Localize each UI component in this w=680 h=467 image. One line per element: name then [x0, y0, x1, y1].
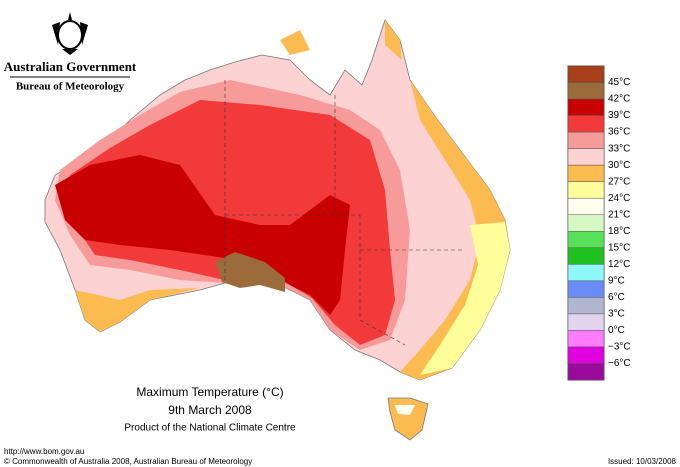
- coat-of-arms: [52, 12, 88, 55]
- legend-swatch: [567, 181, 605, 199]
- legend-swatch: [567, 214, 605, 232]
- footer-url: http://www.bom.gov.au: [4, 447, 84, 456]
- legend-label: 45°C: [608, 77, 630, 88]
- legend-swatch: [567, 330, 605, 348]
- legend-swatch: [567, 98, 605, 116]
- legend-swatch: [567, 346, 605, 364]
- agency-name: Bureau of Meteorology: [16, 81, 125, 93]
- legend-swatch: [567, 297, 605, 315]
- legend-label: 27°C: [608, 176, 630, 187]
- legend-label: 3°C: [608, 309, 625, 320]
- map-title: Maximum Temperature (°C): [136, 385, 283, 399]
- legend-swatch: [567, 131, 605, 149]
- legend-label: 33°C: [608, 143, 630, 154]
- legend-swatch: [567, 148, 605, 166]
- map-subtitle: Product of the National Climate Centre: [124, 423, 296, 434]
- legend-label: 21°C: [608, 209, 630, 220]
- legend-label: 9°C: [608, 275, 625, 286]
- legend-swatch: [567, 164, 605, 182]
- map-date: 9th March 2008: [168, 403, 252, 417]
- legend-swatch: [567, 231, 605, 249]
- legend-label: 18°C: [608, 226, 630, 237]
- legend-swatch: [567, 65, 605, 83]
- legend-swatch: [567, 115, 605, 133]
- legend-swatch: [567, 264, 605, 282]
- legend-label: 24°C: [608, 193, 630, 204]
- footer-copyright: © Commonwealth of Australia 2008, Austra…: [4, 457, 252, 466]
- legend-swatch: [567, 280, 605, 298]
- legend: 45°C 42°C 39°C 36°C 33°C 30°C 27°C 24°C 21°C 18°C…: [567, 65, 631, 381]
- legend-label: 39°C: [608, 110, 630, 121]
- legend-label: 12°C: [608, 259, 630, 270]
- legend-label: 30°C: [608, 160, 630, 171]
- government-name: Australian Government: [4, 59, 137, 74]
- legend-swatch: [567, 82, 605, 100]
- legend-swatch: [567, 197, 605, 215]
- legend-label: −6°C: [608, 358, 631, 369]
- legend-label: 6°C: [608, 292, 625, 303]
- legend-label: −3°C: [608, 342, 631, 353]
- legend-swatch: [567, 363, 605, 381]
- australia-map: [44, 19, 511, 441]
- legend-label: 42°C: [608, 94, 630, 105]
- legend-label: 0°C: [608, 325, 625, 336]
- legend-swatch: [567, 247, 605, 265]
- legend-swatch: [567, 313, 605, 331]
- legend-label: 36°C: [608, 127, 630, 138]
- footer-issued: Issued: 10/03/2008: [608, 457, 677, 466]
- legend-label: 15°C: [608, 242, 630, 253]
